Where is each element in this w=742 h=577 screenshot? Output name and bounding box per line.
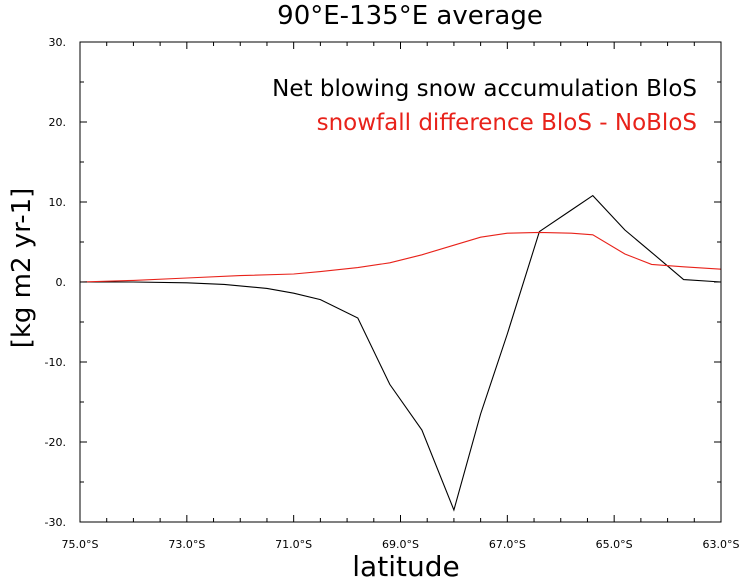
y-axis-label: [kg m2 yr-1] (7, 188, 37, 349)
x-tick-label: 73.0°S (168, 538, 205, 551)
series-line-2 (79, 231, 722, 283)
x-tick-label: 71.0°S (275, 538, 312, 551)
legend-entry-2: snowfall difference BloS - NoBloS (317, 110, 697, 136)
x-tick-label: 63.0°S (703, 538, 740, 551)
x-tick-label: 67.0°S (489, 538, 526, 551)
x-tick-label: 65.0°S (596, 538, 633, 551)
y-tick-label: -30. (45, 516, 66, 529)
x-tick-label: 75.0°S (62, 538, 99, 551)
y-tick-label: 30. (49, 36, 67, 49)
y-tick-label: 0. (56, 276, 67, 289)
y-tick-label: -20. (45, 436, 66, 449)
tick-layer: 75.0°S 73.0°S 71.0°S 69.0°S 67.0°S 65.0°S 63.0… (45, 36, 740, 551)
x-tick-label: 69.0°S (382, 538, 419, 551)
series-line-1 (80, 194, 722, 512)
y-tick-label: -10. (45, 356, 66, 369)
x-axis-label: latitude (352, 550, 459, 577)
legend: Net blowing snow accumulation BloS snowfa… (272, 76, 697, 136)
y-tick-label: 10. (49, 196, 67, 209)
y-tick-label: 20. (49, 116, 67, 129)
legend-entry-1: Net blowing snow accumulation BloS (272, 76, 697, 102)
series-layer (79, 194, 722, 512)
chart-title: 90°E-135°E average (277, 1, 543, 31)
